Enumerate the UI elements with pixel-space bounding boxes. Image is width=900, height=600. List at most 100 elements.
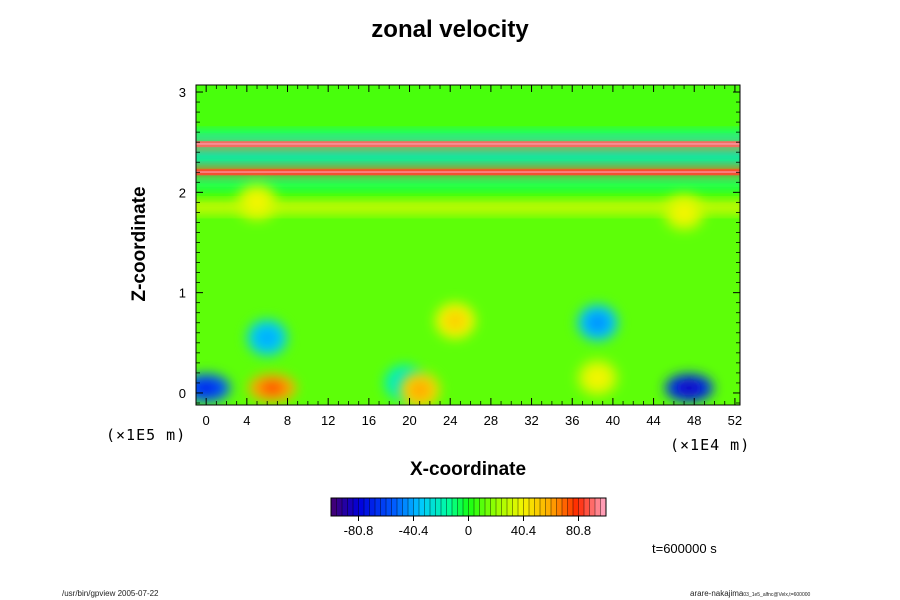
x-tick-label: 36: [565, 413, 579, 428]
field-feature-core: [673, 202, 696, 223]
footer-right-main: arare-nakajima: [690, 589, 744, 598]
colorbar-segment: [358, 498, 365, 516]
colorbar-segment: [595, 498, 601, 516]
colorbar-segment: [391, 498, 398, 516]
x-unit-label: (×1E4 m): [670, 436, 751, 454]
field-feature: [435, 302, 476, 339]
colorbar-segment: [468, 498, 475, 516]
colorbar-segment: [441, 498, 447, 516]
chart-title: zonal velocity: [371, 16, 529, 43]
footer-left: /usr/bin/gpview 2005-07-22: [62, 589, 159, 598]
colorbar-segment: [369, 498, 376, 516]
colorbar-segment: [474, 498, 480, 516]
field-feature: [196, 373, 231, 402]
colorbar-segment: [463, 498, 469, 516]
colorbar-segment: [347, 498, 354, 516]
field-band: [196, 151, 740, 163]
colorbar-segment: [600, 498, 607, 516]
field-band-fill: [196, 201, 740, 213]
field-band: [196, 176, 740, 188]
colorbar-segment: [457, 498, 464, 516]
colorbar-tick-label: 0: [465, 523, 472, 538]
time-label: t=600000 s: [652, 541, 717, 556]
colorbar-segment: [408, 498, 414, 516]
x-tick-label: 44: [646, 413, 660, 428]
colorbar-segment: [545, 498, 552, 516]
field-band-fill: [196, 131, 740, 143]
field-feature: [237, 184, 278, 221]
field-feature-core: [196, 380, 220, 396]
x-tick-label: 24: [443, 413, 457, 428]
x-tick-label: 8: [284, 413, 291, 428]
field-feature-core: [246, 192, 269, 213]
x-tick-label: 40: [606, 413, 620, 428]
colorbar-segment: [386, 498, 392, 516]
colorbar-segment: [562, 498, 568, 516]
footer-right-small: 03_1e5_alfnc@Velx,t=600000: [743, 592, 811, 598]
x-axis-title: X-coordinate: [409, 459, 527, 480]
y-axis-title: Z-coordinate: [129, 186, 150, 302]
x-tick-label: 52: [728, 413, 742, 428]
colorbar-segment: [534, 498, 541, 516]
colorbar-segment: [496, 498, 502, 516]
colorbar-segment: [331, 498, 337, 516]
plot-frame: [195, 84, 741, 406]
x-tick-label: 48: [687, 413, 701, 428]
colorbar-segment: [540, 498, 546, 516]
field-band-highlight: [196, 143, 740, 145]
field-feature: [577, 304, 618, 341]
colorbar-segment: [573, 498, 579, 516]
colorbar-segment: [589, 498, 596, 516]
field-lower-region: [196, 202, 740, 405]
colorbar-tick-label: -80.8: [344, 523, 374, 538]
colorbar-segment: [452, 498, 458, 516]
field-feature: [248, 373, 297, 402]
footer-right: arare-nakajima03_1e5_alfnc@Velx,t=600000: [690, 589, 810, 598]
colorbar-segment: [551, 498, 557, 516]
x-tick-label: 12: [321, 413, 335, 428]
field-feature: [247, 319, 288, 356]
field-feature-core: [408, 380, 431, 400]
colorbar-segment: [584, 498, 590, 516]
colorbar-segment: [375, 498, 381, 516]
field-feature-core: [259, 380, 286, 396]
x-tick-label: 20: [402, 413, 416, 428]
x-tick-label: 32: [524, 413, 538, 428]
colorbar-segment: [364, 498, 370, 516]
field-feature: [664, 194, 705, 231]
colorbar-segment: [485, 498, 491, 516]
colorbar-segment: [397, 498, 403, 516]
field-feature-core: [256, 327, 279, 348]
colorbar-segment: [578, 498, 585, 516]
field-feature-core: [586, 312, 609, 333]
field-band-fill: [196, 176, 740, 188]
y-tick-label: 3: [179, 85, 186, 100]
colorbar-segment: [353, 498, 359, 516]
field-feature-core: [444, 310, 467, 331]
colorbar-segment: [518, 498, 524, 516]
x-tick-label: 28: [484, 413, 498, 428]
colorbar-segment: [512, 498, 519, 516]
colorbar-segment: [501, 498, 508, 516]
z-unit-label: (×1E5 m): [106, 426, 187, 444]
colorbar-segment: [479, 498, 486, 516]
colorbar-segment: [413, 498, 420, 516]
colorbar-tick-label: -40.4: [399, 523, 429, 538]
field-feature-core: [586, 368, 609, 388]
colorbar-segment: [402, 498, 409, 516]
colorbar-tick-label: 80.8: [566, 523, 591, 538]
colorbar: -80.8 -40.4 0 40.4 80.8: [330, 497, 607, 538]
colorbar-segment: [556, 498, 563, 516]
colorbar-segment: [523, 498, 530, 516]
field-band: [196, 201, 740, 213]
y-tick-label: 0: [179, 386, 186, 401]
x-tick-label: 0: [203, 413, 210, 428]
colorbar-segment: [529, 498, 535, 516]
colorbar-segment: [507, 498, 513, 516]
colorbar-tick-label: 40.4: [511, 523, 536, 538]
heatmap-field: [196, 85, 740, 405]
colorbar-segment: [424, 498, 431, 516]
colorbar-segment: [490, 498, 497, 516]
